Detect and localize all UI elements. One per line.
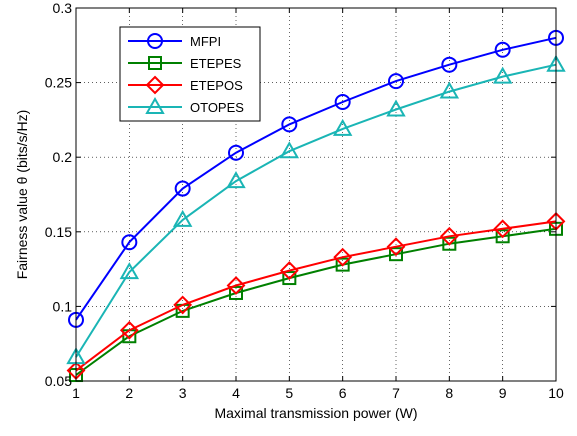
data-point — [334, 93, 351, 110]
legend-entry: ETEPOS — [128, 75, 243, 95]
legend-entry: OTOPES — [128, 96, 244, 115]
data-point — [442, 236, 457, 251]
x-tick-label: 4 — [232, 385, 240, 401]
x-tick-label: 6 — [339, 385, 347, 401]
legend: MFPI ETEPES ETEPOS OTOPES — [119, 26, 261, 122]
data-point — [389, 247, 403, 262]
data-point — [441, 56, 458, 73]
x-tick-label: 5 — [285, 385, 293, 401]
x-tick-label: 10 — [548, 385, 564, 401]
x-tick-label: 9 — [499, 385, 507, 401]
series-etepos — [66, 211, 566, 380]
data-point — [335, 257, 350, 272]
data-point — [493, 219, 513, 239]
y-tick-label: 0.1 — [53, 298, 73, 314]
ticks: 1 2 3 4 5 6 7 8 9 10 0.05 0.1 0.15 0.2 0.25 0.3 — [45, 0, 564, 401]
y-tick-label: 0.05 — [45, 373, 72, 389]
data-point — [279, 141, 300, 159]
legend-label: MFPI — [190, 34, 221, 49]
data-point — [386, 237, 406, 257]
legend-label: ETEPES — [190, 56, 242, 71]
x-tick-label: 1 — [72, 385, 80, 401]
x-tick-label: 8 — [445, 385, 453, 401]
plot-frame — [75, 7, 557, 382]
data-point — [439, 226, 459, 246]
legend-label: ETEPOS — [190, 78, 243, 93]
data-point — [174, 180, 191, 197]
x-tick-label: 7 — [392, 385, 400, 401]
x-tick-label: 2 — [125, 385, 133, 401]
x-axis-title: Maximal transmission power (W) — [214, 405, 417, 421]
series-group — [66, 29, 566, 383]
x-tick-label: 3 — [179, 385, 187, 401]
series-mfpi — [68, 29, 564, 328]
legend-marker — [145, 75, 165, 95]
data-point — [173, 295, 193, 315]
data-point — [492, 66, 513, 84]
data-point — [494, 41, 511, 58]
y-axis-title: Fairness value θ (bits/s/Hz) — [14, 110, 30, 280]
legend-box — [119, 26, 261, 122]
legend-label: OTOPES — [190, 100, 244, 115]
data-point — [332, 118, 353, 136]
y-tick-label: 0.3 — [53, 0, 73, 16]
legend-entry: MFPI — [128, 33, 221, 49]
series-line — [75, 63, 557, 358]
data-point — [333, 247, 353, 267]
data-point — [386, 99, 406, 117]
series-line — [75, 227, 557, 376]
data-point — [439, 81, 460, 99]
data-point — [228, 144, 244, 161]
data-point — [388, 73, 404, 90]
legend-marker — [147, 33, 163, 49]
series-line — [75, 36, 557, 321]
legend-marker — [145, 96, 165, 114]
data-point — [229, 285, 243, 300]
data-point — [281, 116, 298, 133]
data-point — [495, 229, 510, 244]
data-point — [279, 261, 299, 281]
data-point — [119, 320, 139, 340]
data-point — [121, 234, 138, 251]
y-tick-label: 0.25 — [45, 75, 72, 91]
series-otopes — [66, 54, 566, 365]
data-point — [119, 262, 140, 280]
data-point — [172, 209, 193, 227]
series-line — [75, 220, 557, 372]
legend-marker — [148, 56, 162, 70]
data-point — [226, 171, 246, 189]
y-tick-label: 0.15 — [45, 224, 72, 240]
y-tick-label: 0.2 — [53, 149, 73, 165]
legend-entry: ETEPES — [128, 56, 242, 71]
data-point — [282, 271, 297, 286]
data-point — [226, 276, 246, 295]
